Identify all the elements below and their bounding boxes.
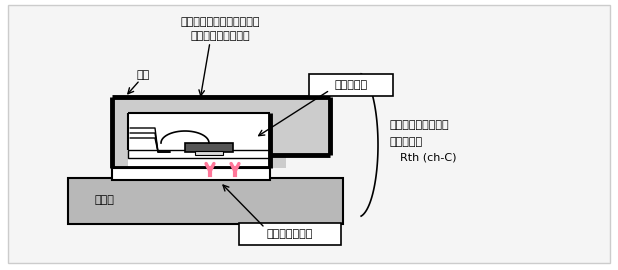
Text: チャネル・ケース間熱抵抗: チャネル・ケース間熱抵抗 bbox=[180, 17, 260, 27]
FancyBboxPatch shape bbox=[128, 113, 270, 168]
Polygon shape bbox=[112, 97, 330, 168]
FancyBboxPatch shape bbox=[185, 143, 233, 152]
FancyBboxPatch shape bbox=[128, 150, 270, 158]
Text: チャネル・ケース間: チャネル・ケース間 bbox=[390, 120, 450, 130]
FancyBboxPatch shape bbox=[112, 168, 270, 180]
Text: パッケージ裏面: パッケージ裏面 bbox=[267, 229, 313, 239]
Text: チップ内部: チップ内部 bbox=[334, 80, 368, 90]
FancyBboxPatch shape bbox=[309, 74, 393, 96]
Text: （放熱板付き条件）: （放熱板付き条件） bbox=[190, 31, 250, 41]
FancyBboxPatch shape bbox=[195, 151, 223, 155]
Text: 本体: 本体 bbox=[137, 70, 150, 80]
Text: 定常熱抵抗: 定常熱抵抗 bbox=[390, 137, 423, 147]
FancyBboxPatch shape bbox=[239, 223, 341, 245]
Text: 放熱板: 放熱板 bbox=[94, 195, 114, 205]
Text: Rth (ch-C): Rth (ch-C) bbox=[400, 153, 457, 163]
FancyBboxPatch shape bbox=[68, 178, 343, 224]
FancyBboxPatch shape bbox=[8, 5, 610, 263]
